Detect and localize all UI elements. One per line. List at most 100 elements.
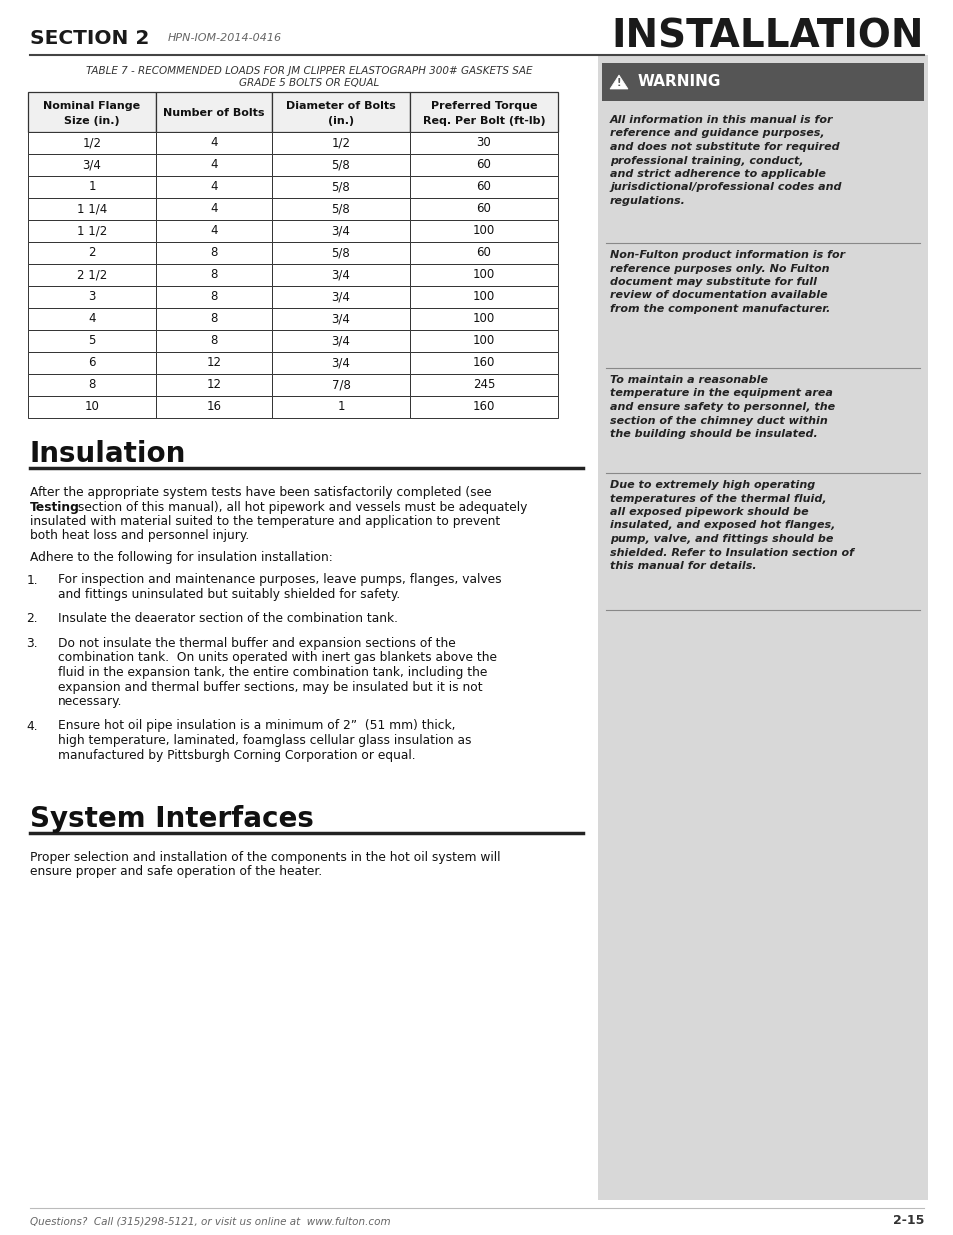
Text: 4: 4 <box>210 225 217 237</box>
Text: Diameter of Bolts: Diameter of Bolts <box>286 101 395 111</box>
Text: pump, valve, and fittings should be: pump, valve, and fittings should be <box>609 534 833 543</box>
Text: 1/2: 1/2 <box>82 137 101 149</box>
Text: 3/4: 3/4 <box>332 357 350 369</box>
Text: 7/8: 7/8 <box>332 378 350 391</box>
Text: 3/4: 3/4 <box>332 268 350 282</box>
Text: 4: 4 <box>210 137 217 149</box>
Text: 60: 60 <box>476 180 491 194</box>
Text: Do not insulate the thermal buffer and expansion sections of the: Do not insulate the thermal buffer and e… <box>58 637 456 650</box>
Bar <box>28 308 156 330</box>
Text: 5/8: 5/8 <box>332 158 350 172</box>
Text: high temperature, laminated, foamglass cellular glass insulation as: high temperature, laminated, foamglass c… <box>58 734 471 747</box>
Text: 4: 4 <box>210 180 217 194</box>
Text: 12: 12 <box>206 357 221 369</box>
Text: WARNING: WARNING <box>638 74 720 89</box>
Bar <box>28 220 156 242</box>
Bar <box>601 63 923 101</box>
Text: Testing: Testing <box>30 500 80 514</box>
Bar <box>156 330 272 352</box>
Bar <box>598 56 927 1200</box>
Bar <box>28 374 156 396</box>
Text: 100: 100 <box>473 290 495 304</box>
Text: 16: 16 <box>206 400 221 414</box>
Bar <box>410 287 558 308</box>
Text: 100: 100 <box>473 312 495 326</box>
Text: Nominal Flange: Nominal Flange <box>44 101 140 111</box>
Text: !: ! <box>616 78 620 88</box>
Bar <box>272 198 410 220</box>
Text: (in.): (in.) <box>328 116 354 126</box>
Text: and does not substitute for required: and does not substitute for required <box>609 142 839 152</box>
Text: 4: 4 <box>89 312 95 326</box>
Text: and fittings uninsulated but suitably shielded for safety.: and fittings uninsulated but suitably sh… <box>58 588 400 601</box>
Text: 5: 5 <box>89 335 95 347</box>
Bar <box>410 132 558 154</box>
Bar <box>272 91 410 132</box>
Bar <box>28 91 156 132</box>
Text: this manual for details.: this manual for details. <box>609 561 756 571</box>
Text: 1: 1 <box>337 400 344 414</box>
Bar <box>28 154 156 177</box>
Text: 245: 245 <box>473 378 495 391</box>
Text: reference purposes only. No Fulton: reference purposes only. No Fulton <box>609 263 828 273</box>
Text: 8: 8 <box>210 312 217 326</box>
Bar <box>156 308 272 330</box>
Text: ensure proper and safe operation of the heater.: ensure proper and safe operation of the … <box>30 866 322 878</box>
Text: GRADE 5 BOLTS OR EQUAL: GRADE 5 BOLTS OR EQUAL <box>238 78 378 88</box>
Bar <box>272 287 410 308</box>
Text: 3.: 3. <box>27 637 38 650</box>
Polygon shape <box>609 75 627 89</box>
Text: jurisdictional/professional codes and: jurisdictional/professional codes and <box>609 183 841 193</box>
Text: 3/4: 3/4 <box>332 225 350 237</box>
Text: 5/8: 5/8 <box>332 203 350 215</box>
Text: temperature in the equipment area: temperature in the equipment area <box>609 389 832 399</box>
Text: 4: 4 <box>210 158 217 172</box>
Bar <box>410 264 558 287</box>
Bar <box>410 198 558 220</box>
Bar <box>272 242 410 264</box>
Text: 8: 8 <box>210 335 217 347</box>
Text: 1: 1 <box>89 180 95 194</box>
Text: Number of Bolts: Number of Bolts <box>163 107 265 119</box>
Bar <box>410 154 558 177</box>
Text: 10: 10 <box>85 400 99 414</box>
Bar <box>156 91 272 132</box>
Bar <box>28 330 156 352</box>
Text: necessary.: necessary. <box>58 695 122 708</box>
Text: To maintain a reasonable: To maintain a reasonable <box>609 375 767 385</box>
Bar <box>28 264 156 287</box>
Text: temperatures of the thermal fluid,: temperatures of the thermal fluid, <box>609 494 825 504</box>
Bar <box>410 374 558 396</box>
Bar <box>410 177 558 198</box>
Bar <box>28 198 156 220</box>
Text: Size (in.): Size (in.) <box>64 116 120 126</box>
Text: Proper selection and installation of the components in the hot oil system will: Proper selection and installation of the… <box>30 851 500 864</box>
Bar <box>28 242 156 264</box>
Bar <box>28 287 156 308</box>
Text: 12: 12 <box>206 378 221 391</box>
Text: 160: 160 <box>473 357 495 369</box>
Text: Insulate the deaerator section of the combination tank.: Insulate the deaerator section of the co… <box>58 613 397 625</box>
Text: Due to extremely high operating: Due to extremely high operating <box>609 480 815 490</box>
Bar <box>272 264 410 287</box>
Text: regulations.: regulations. <box>609 196 685 206</box>
Text: 1 1/4: 1 1/4 <box>77 203 107 215</box>
Text: section of the chimney duct within: section of the chimney duct within <box>609 415 827 426</box>
Text: section of this manual), all hot pipework and vessels must be adequately: section of this manual), all hot pipewor… <box>74 500 527 514</box>
Bar <box>410 352 558 374</box>
Text: 30: 30 <box>476 137 491 149</box>
Text: manufactured by Pittsburgh Corning Corporation or equal.: manufactured by Pittsburgh Corning Corpo… <box>58 748 416 762</box>
Bar <box>28 396 156 417</box>
Bar <box>28 132 156 154</box>
Text: 1 1/2: 1 1/2 <box>77 225 107 237</box>
Text: 100: 100 <box>473 225 495 237</box>
Text: 1/2: 1/2 <box>331 137 350 149</box>
Text: 3/4: 3/4 <box>83 158 101 172</box>
Text: review of documentation available: review of documentation available <box>609 290 827 300</box>
Text: For inspection and maintenance purposes, leave pumps, flanges, valves: For inspection and maintenance purposes,… <box>58 573 501 587</box>
Text: 5/8: 5/8 <box>332 247 350 259</box>
Bar <box>156 132 272 154</box>
Text: the building should be insulated.: the building should be insulated. <box>609 429 817 438</box>
Bar <box>272 132 410 154</box>
Text: TABLE 7 - RECOMMENDED LOADS FOR JM CLIPPER ELASTOGRAPH 300# GASKETS SAE: TABLE 7 - RECOMMENDED LOADS FOR JM CLIPP… <box>86 65 532 77</box>
